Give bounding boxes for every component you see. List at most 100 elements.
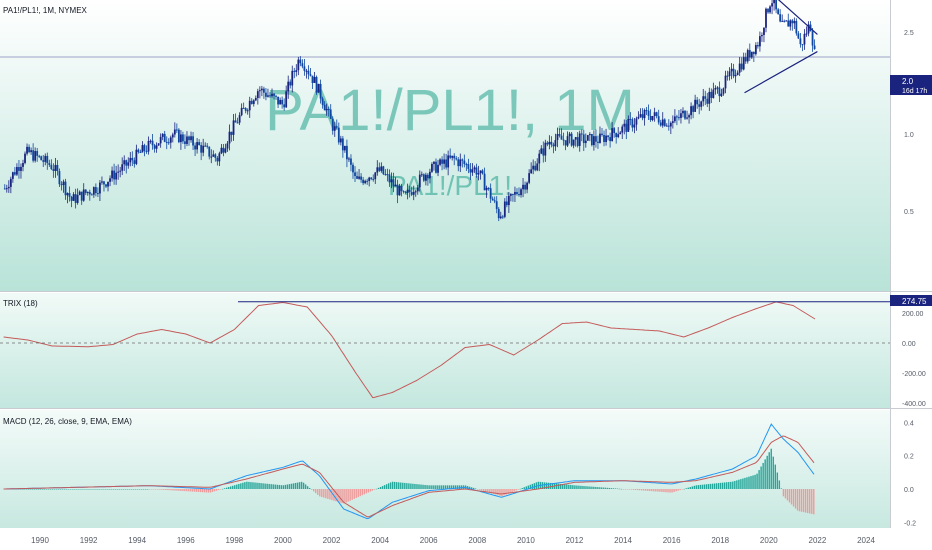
macd-histogram-bar (280, 485, 283, 489)
trix-axis-tick: -400.00 (902, 401, 926, 408)
macd-histogram-bar (219, 489, 222, 490)
candle-body (613, 128, 616, 133)
candle-body (303, 66, 306, 71)
candle-body (722, 88, 725, 94)
time-axis-tick: 2010 (517, 536, 535, 545)
candle-body (173, 129, 176, 135)
macd-histogram-bar (165, 489, 167, 491)
candle-body (706, 98, 709, 104)
candle-body (803, 33, 806, 45)
watermark-small: PA1!/PL1! (388, 170, 512, 201)
macd-histogram-bar (580, 485, 582, 489)
candle-body (671, 121, 674, 123)
time-axis-tick: 2004 (371, 536, 389, 545)
candle-body (78, 191, 81, 195)
macd-histogram-bar (596, 487, 598, 489)
candle-body (564, 140, 567, 146)
candle-body (445, 159, 448, 168)
candle-body (570, 133, 573, 146)
candle-body (218, 153, 221, 162)
candle-body (293, 70, 296, 72)
macd-histogram-bar (493, 489, 495, 495)
candle-body (28, 146, 30, 153)
macd-histogram-bar (199, 489, 202, 493)
candle-body (611, 128, 614, 142)
macd-histogram-bar (444, 485, 447, 489)
candle-body (680, 113, 682, 118)
candle-body (684, 110, 686, 119)
macd-histogram-bar (456, 485, 459, 489)
macd-histogram-bar (377, 487, 380, 489)
macd-histogram-bar (813, 489, 815, 515)
macd-histogram-bar (806, 489, 809, 514)
macd-histogram-bar (387, 483, 390, 489)
time-axis-tick: 2016 (663, 536, 681, 545)
time-axis-tick: 2008 (468, 536, 486, 545)
macd-histogram-bar (430, 485, 432, 489)
candle-body (566, 136, 569, 146)
candle-body (526, 182, 528, 190)
macd-histogram-bar (717, 483, 720, 489)
macd-histogram-bar (432, 485, 434, 489)
macd-histogram-bar (335, 489, 337, 502)
candle-body (9, 178, 12, 187)
triangle-trendlines (744, 0, 818, 94)
candle-body (196, 142, 199, 150)
macd-histogram-bar (521, 488, 523, 489)
candle-body (20, 166, 22, 171)
candle-body (641, 114, 644, 119)
candle-body (226, 143, 229, 149)
candle-body (11, 172, 14, 179)
time-axis-tick: 2022 (809, 536, 827, 545)
candle-body (726, 75, 729, 77)
macd-histogram-bar (618, 488, 621, 490)
price-axis-tick: 0.5 (904, 209, 914, 216)
candle-body (781, 20, 784, 22)
candle-body (418, 174, 421, 188)
macd-histogram-bar (211, 489, 214, 492)
macd-histogram-bar (144, 489, 147, 490)
candle-body (368, 177, 371, 181)
candle-body (769, 6, 771, 13)
candle-body (402, 191, 405, 193)
candle-body (761, 35, 763, 37)
macd-histogram-bar (23, 489, 25, 490)
macd-histogram-bar (547, 482, 550, 489)
macd-histogram-bar (798, 489, 801, 512)
candle-body (799, 38, 802, 45)
candle-body (518, 194, 520, 196)
macd-histogram-bar (754, 474, 756, 489)
macd-histogram-bar (804, 489, 807, 513)
macd-histogram-bar (770, 448, 772, 489)
macd-histogram-bar (329, 489, 331, 500)
macd-histogram-bar (134, 489, 137, 490)
macd-histogram-bar (264, 483, 266, 489)
macd-histogram-bar (120, 489, 123, 490)
candle-body (80, 191, 83, 201)
macd-histogram-bar (169, 489, 171, 491)
candle-body (805, 33, 808, 35)
candle-body (281, 99, 284, 105)
macd-histogram-bar (367, 489, 370, 493)
time-axis-tick: 2014 (614, 536, 632, 545)
macd-histogram-bar (679, 489, 681, 491)
candle-body (323, 104, 326, 111)
macd-histogram-bar (655, 489, 657, 492)
macd-histogram-bar (436, 485, 438, 489)
macd-histogram-bar (495, 489, 497, 495)
macd-histogram-bar (349, 489, 351, 501)
macd-axis-tick: 0.4 (904, 420, 914, 427)
macd-histogram-bar (582, 485, 584, 489)
candle-body (155, 145, 158, 149)
macd-histogram-bar (41, 489, 44, 490)
candle-body (301, 63, 304, 67)
candle-body (471, 169, 474, 173)
macd-histogram-bar (76, 489, 78, 490)
macd-histogram-bar (278, 484, 280, 489)
candle-body (123, 160, 126, 165)
macd-histogram-bar (796, 489, 799, 511)
candle-body (56, 164, 59, 172)
candle-body (754, 45, 757, 55)
candle-body (319, 83, 322, 99)
macd-histogram-bar (294, 482, 297, 489)
